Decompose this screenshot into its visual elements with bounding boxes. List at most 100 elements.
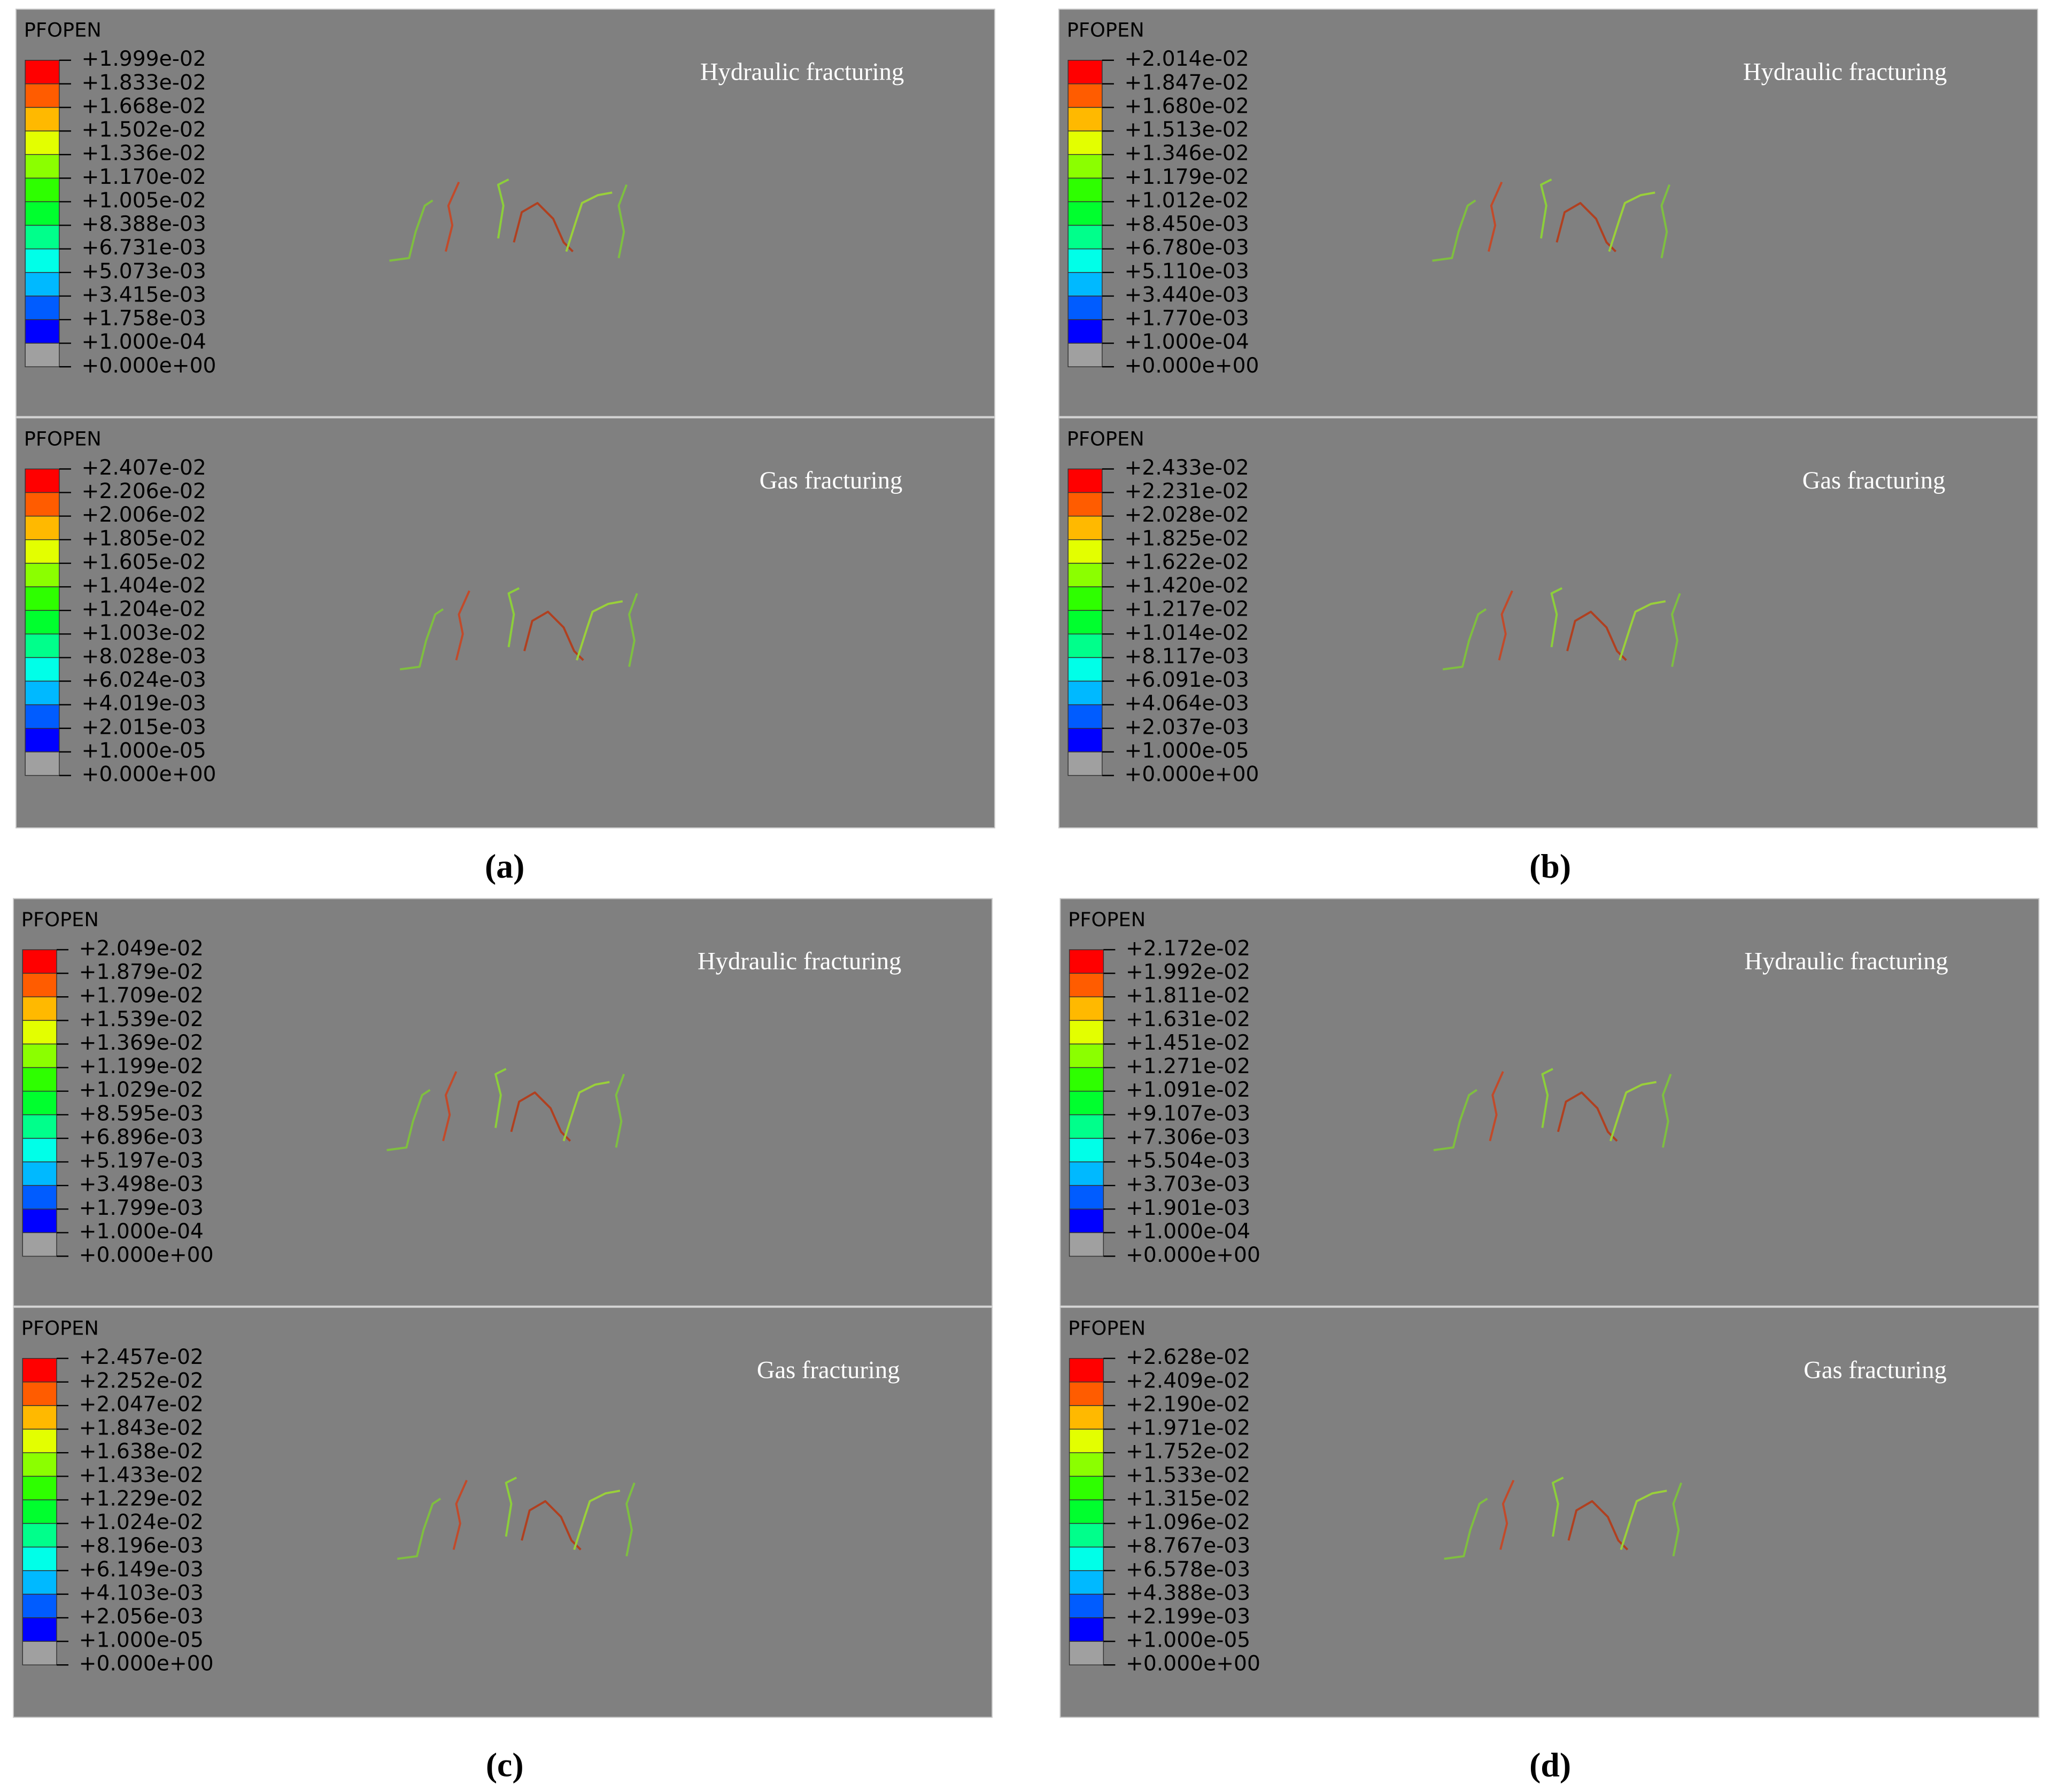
legend-label: +2.231e-02 — [1125, 479, 1249, 503]
fracture — [505, 1477, 517, 1537]
plot: PFOPEN Gas fracturing +2.407e-02+2.206e-02… — [16, 417, 995, 829]
fracture — [1620, 1490, 1667, 1550]
legend-swatch — [1067, 83, 1103, 108]
variable-name: PFOPEN — [24, 19, 102, 42]
legend-label: +1.029e-02 — [79, 1078, 204, 1102]
fracture — [1566, 610, 1627, 661]
variable-name: PFOPEN — [21, 1317, 99, 1340]
legend-swatch — [1067, 728, 1103, 753]
legend-label: +1.843e-02 — [79, 1416, 204, 1440]
legend-swatch — [1067, 610, 1103, 635]
legend-swatch — [25, 83, 60, 108]
fracture — [1550, 587, 1563, 648]
fracture — [1488, 181, 1503, 252]
legend-label: +2.252e-02 — [79, 1369, 204, 1393]
legend-label: +0.000e+00 — [1126, 1243, 1260, 1267]
legend-swatch — [25, 319, 60, 344]
fracture — [1552, 1477, 1564, 1537]
legend-label: +2.190e-02 — [1126, 1392, 1250, 1416]
plot-background — [1059, 1307, 2040, 1718]
legend-label: +1.533e-02 — [1126, 1463, 1250, 1487]
legend-label: +0.000e+00 — [79, 1652, 214, 1676]
legend-label: +1.170e-02 — [82, 165, 206, 189]
legend-label: +1.199e-02 — [79, 1054, 204, 1079]
legend-swatch — [1069, 1594, 1104, 1618]
legend-swatch — [1069, 1523, 1104, 1548]
legend-label: +1.271e-02 — [1126, 1054, 1250, 1079]
legend-label: +2.199e-03 — [1126, 1605, 1250, 1629]
legend-label: +4.388e-03 — [1126, 1581, 1250, 1605]
legend-swatch — [1069, 1138, 1104, 1162]
legend-label: +1.000e-05 — [82, 739, 206, 763]
legend-swatch — [25, 177, 60, 203]
legend-label: +0.000e+00 — [79, 1243, 214, 1267]
legend-swatch — [22, 1523, 57, 1548]
legend-label: +1.805e-02 — [82, 526, 206, 550]
legend-label: +1.336e-02 — [82, 142, 206, 166]
fracture — [507, 587, 520, 648]
legend-label: +6.896e-03 — [79, 1125, 204, 1149]
fracture — [1442, 608, 1487, 671]
legend-label: +2.037e-03 — [1125, 715, 1249, 739]
fracture — [1489, 1071, 1504, 1142]
legend-swatch — [1069, 1429, 1104, 1453]
legend-swatch — [22, 1429, 57, 1453]
legend-swatch — [22, 1382, 57, 1406]
legend-swatch — [1067, 539, 1103, 564]
fracture — [1541, 1068, 1553, 1128]
fracture — [625, 1482, 636, 1557]
legend-swatch — [1069, 1067, 1104, 1092]
legend-label: +1.799e-03 — [79, 1196, 204, 1220]
legend-label: +8.196e-03 — [79, 1534, 204, 1558]
fracture — [1555, 201, 1617, 252]
legend-swatch — [1067, 468, 1103, 493]
legend-label: +0.000e+00 — [82, 354, 216, 378]
legend-label: +1.999e-02 — [82, 47, 206, 71]
legend-label: +2.049e-02 — [79, 936, 204, 960]
fracture — [389, 199, 434, 262]
legend-label: +4.064e-03 — [1125, 692, 1249, 716]
fracture — [615, 1074, 625, 1148]
plot-background — [13, 1307, 993, 1718]
legend-swatch — [22, 1476, 57, 1501]
legend-label: +3.498e-03 — [79, 1173, 204, 1197]
legend-label: +2.172e-02 — [1126, 936, 1250, 960]
legend-swatch — [1069, 996, 1104, 1021]
panel-label: (c) — [486, 1746, 524, 1784]
fracture — [497, 179, 509, 239]
plot: PFOPEN Gas fracturing +2.433e-02+2.231e-02… — [1058, 417, 2038, 829]
legend-swatch — [1069, 1114, 1104, 1139]
legend-swatch — [22, 1357, 57, 1383]
legend-swatch — [25, 728, 60, 753]
legend-swatch — [1069, 1641, 1104, 1665]
legend-label: +6.780e-03 — [1125, 236, 1249, 260]
fracture — [510, 1091, 571, 1142]
plot-title: Gas fracturing — [757, 1356, 900, 1384]
plot-title: Hydraulic fracturing — [1744, 948, 1948, 975]
legend-swatch — [1069, 1476, 1104, 1501]
panel-label: (b) — [1529, 847, 1571, 885]
fracture — [442, 1071, 458, 1142]
legend-swatch — [1069, 1090, 1104, 1115]
legend-label: +4.103e-03 — [79, 1581, 204, 1605]
legend-swatch — [1069, 1020, 1104, 1045]
legend-swatch — [1069, 1617, 1104, 1642]
legend-swatch — [25, 633, 60, 658]
legend-label: +1.000e-04 — [82, 330, 206, 354]
legend-label: +1.024e-02 — [79, 1510, 204, 1534]
legend-label: +6.024e-03 — [82, 668, 206, 692]
legend-swatch — [1067, 107, 1103, 131]
legend-label: +0.000e+00 — [1125, 763, 1259, 787]
legend-label: +1.346e-02 — [1125, 142, 1249, 166]
legend-label: +1.770e-03 — [1125, 307, 1249, 331]
legend-label: +1.502e-02 — [82, 118, 206, 142]
legend-swatch — [1069, 1405, 1104, 1430]
legend-swatch — [25, 610, 60, 635]
plot: PFOPEN Hydraulic fracturing +2.014e-02+1.8… — [1058, 9, 2038, 417]
legend-swatch — [25, 130, 60, 155]
legend-swatch — [25, 586, 60, 611]
fracture — [562, 1081, 610, 1142]
legend-swatch — [22, 1405, 57, 1430]
plot: PFOPEN Gas fracturing +2.457e-02+2.252e-02… — [13, 1307, 993, 1718]
fracture — [1671, 593, 1681, 667]
